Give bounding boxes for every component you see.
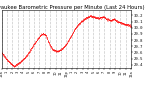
Title: Milwaukee Barometric Pressure per Minute (Last 24 Hours): Milwaukee Barometric Pressure per Minute… [0, 5, 144, 10]
